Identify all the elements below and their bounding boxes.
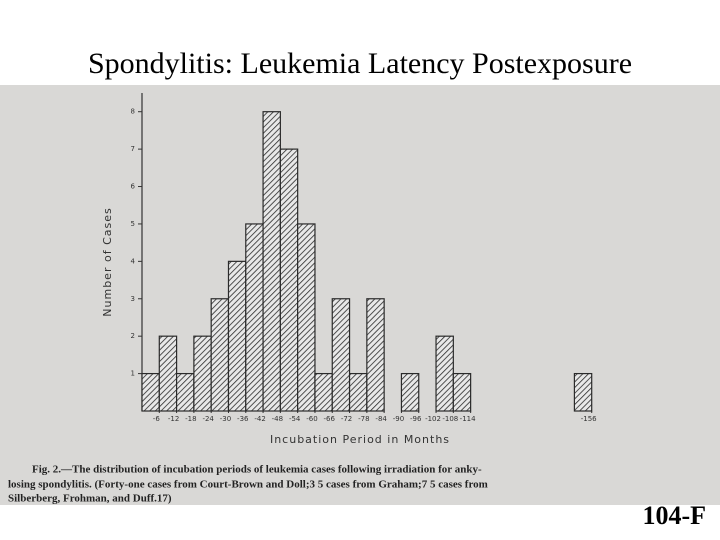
x-axis-title: Incubation Period in Months [270, 433, 450, 446]
bar [245, 223, 264, 412]
x-tick-label: -72 [341, 415, 352, 423]
bar [279, 148, 299, 412]
bar [297, 223, 316, 412]
x-tick-label: -78 [358, 415, 369, 423]
x-tick-label: -54 [289, 415, 301, 423]
y-tick-label: 8 [131, 108, 135, 116]
x-tick-label: -108 [442, 415, 458, 423]
bar [262, 111, 281, 412]
y-tick-label: 4 [131, 257, 136, 265]
slide-label: 104-F [642, 501, 706, 530]
y-tick-label: 1 [131, 370, 135, 378]
bar [227, 260, 247, 412]
x-tick-label: -12 [168, 415, 179, 423]
bar [366, 298, 385, 412]
caption-line: losing spondylitis. (Forty-one cases fro… [8, 479, 488, 491]
bar [314, 372, 333, 412]
x-tick-label: -102 [425, 415, 441, 423]
scan-background [0, 85, 720, 505]
bar [210, 298, 230, 412]
x-tick-label: -114 [460, 415, 476, 423]
x-tick-label: -90 [393, 415, 404, 423]
y-tick-label: 2 [131, 332, 135, 340]
x-tick-label: -66 [324, 415, 336, 423]
x-tick-label: -6 [153, 415, 161, 423]
x-tick-label: -24 [202, 415, 214, 423]
x-tick-label: -18 [185, 415, 196, 423]
x-tick-label: -36 [237, 415, 249, 423]
bar [452, 372, 472, 412]
bar [193, 335, 212, 412]
x-tick-label: -156 [581, 415, 597, 423]
bar [331, 298, 351, 412]
bar [573, 372, 593, 412]
bar [141, 372, 160, 412]
bar [175, 372, 195, 412]
caption-line: Silberberg, Frohman, and Duff.17) [8, 493, 172, 505]
slide-title: Spondylitis: Leukemia Latency Postexposu… [88, 47, 632, 80]
bar [435, 335, 454, 412]
y-tick-label: 5 [131, 220, 135, 228]
bar [158, 335, 178, 412]
bar [400, 372, 420, 412]
x-tick-label: -84 [375, 415, 387, 423]
x-tick-label: -30 [220, 415, 231, 423]
bar [348, 372, 368, 412]
caption-line: Fig. 2.—The distribution of incubation p… [32, 464, 482, 476]
y-tick-label: 7 [131, 145, 135, 153]
x-tick-label: -96 [410, 415, 422, 423]
x-tick-label: -42 [254, 415, 265, 423]
y-tick-label: 3 [131, 295, 135, 303]
x-tick-label: -60 [306, 415, 317, 423]
y-axis-title: Number of Cases [101, 207, 114, 316]
x-tick-label: -48 [272, 415, 283, 423]
y-tick-label: 6 [131, 183, 136, 191]
